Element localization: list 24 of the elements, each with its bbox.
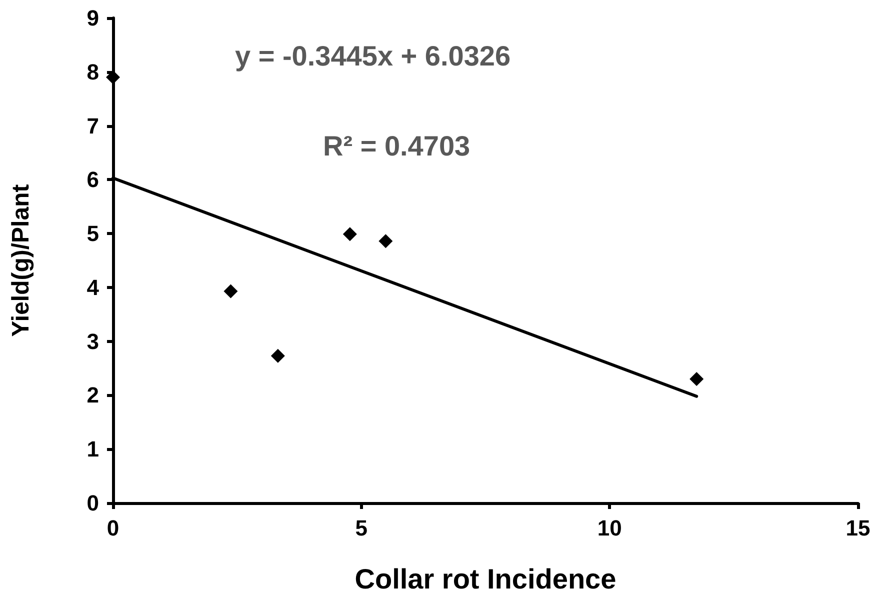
point bbox=[106, 70, 120, 84]
y-tick-label: 9 bbox=[86, 6, 99, 30]
y-axis-title: Yield(g)/Plant bbox=[8, 184, 34, 337]
point bbox=[378, 234, 393, 248]
y-tick-label: 6 bbox=[86, 167, 99, 192]
point bbox=[690, 372, 704, 386]
y-tick-label: 1 bbox=[86, 436, 99, 462]
x-tick-label: 5 bbox=[355, 516, 368, 540]
x-tick-label: 15 bbox=[846, 516, 870, 540]
y-tick-label: 7 bbox=[86, 113, 99, 138]
y-tick-label: 5 bbox=[86, 221, 99, 246]
y-tick-label: 4 bbox=[86, 274, 100, 300]
point bbox=[224, 284, 238, 298]
point bbox=[342, 227, 357, 242]
x-tick-label: 10 bbox=[597, 516, 622, 540]
annotation: y = -0.3445x + 6.0326 bbox=[235, 40, 511, 72]
y-tick-label: 3 bbox=[86, 328, 99, 354]
annotation: R² = 0.4703 bbox=[323, 130, 470, 162]
point bbox=[270, 348, 285, 363]
x-tick-label: 0 bbox=[106, 516, 120, 540]
y-tick-label: 0 bbox=[86, 490, 99, 516]
y-tick-label: 8 bbox=[86, 59, 99, 84]
y-tick-label: 2 bbox=[86, 382, 99, 408]
x-axis-title: Collar rot Incidence bbox=[354, 564, 616, 594]
